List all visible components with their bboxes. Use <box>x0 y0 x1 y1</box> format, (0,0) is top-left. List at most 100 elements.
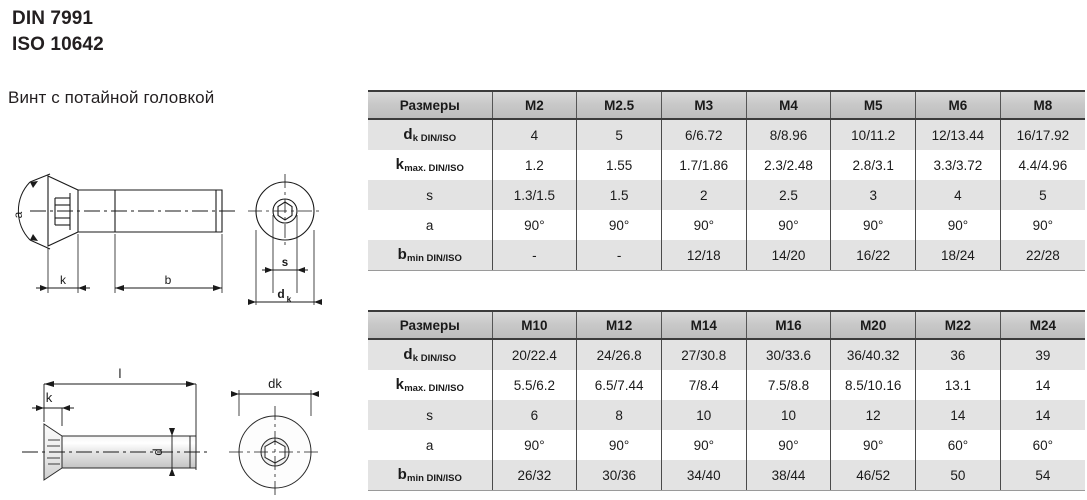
row-label-main: d <box>403 126 413 143</box>
header-cell-m4: M4 <box>745 90 831 120</box>
cell-value: 14 <box>999 370 1085 400</box>
screw-dimensioned-svg: l k <box>22 366 321 498</box>
row-label-main: b <box>397 466 407 483</box>
cell-value: 1.55 <box>576 150 662 180</box>
cell-value: 90° <box>576 430 662 460</box>
header-cell-m22: M22 <box>915 310 1001 340</box>
cell-value: 16/22 <box>830 240 916 271</box>
row-label-a: a <box>368 210 493 240</box>
row-label-main: d <box>403 346 413 363</box>
cell-value: 1.3/1.5 <box>491 180 577 210</box>
cell-value: 3 <box>830 180 916 210</box>
header-cell-m16: M16 <box>745 310 831 340</box>
row-label-main: b <box>397 246 407 263</box>
cell-value: 30/33.6 <box>745 339 831 370</box>
cell-value: 8.5/10.16 <box>830 370 916 400</box>
table-header-row: Размеры M10 M12 M14 M16 M20 M22 M24 <box>368 310 1085 340</box>
cell-value: 22/28 <box>999 240 1085 271</box>
header-cell-m2: M2 <box>491 90 577 120</box>
cell-value: 20/22.4 <box>491 339 577 370</box>
cell-value: 90° <box>830 210 916 240</box>
cell-value: 90° <box>745 210 831 240</box>
row-label-k: kmax. DIN/ISO <box>368 150 493 180</box>
header-cell-dimensions: Размеры <box>368 90 493 120</box>
cell-value: 90° <box>491 430 577 460</box>
cell-value: 26/32 <box>491 460 577 491</box>
row-label-main: k <box>395 156 405 173</box>
row-label-b: bmin DIN/ISO <box>368 460 493 491</box>
row-label-sub: max. DIN/ISO <box>404 163 464 174</box>
cell-value: 2.5 <box>745 180 831 210</box>
table-row-a: a 90° 90° 90° 90° 90° 60° 60° <box>368 430 1085 460</box>
table-row-k: kmax. DIN/ISO 5.5/6.2 6.5/7.44 7/8.4 7.5… <box>368 370 1085 400</box>
cell-value: - <box>576 240 662 271</box>
cell-value: 10 <box>745 400 831 430</box>
angle-arc <box>17 181 31 241</box>
title-block: DIN 7991 ISO 10642 <box>12 6 104 58</box>
product-caption: Винт с потайной головкой <box>8 88 215 107</box>
cell-value: - <box>491 240 577 271</box>
spec-table-small-sizes: Размеры M2 M2.5 M3 M4 M5 M6 M8 dk DIN/IS… <box>368 90 1085 271</box>
cell-value: 90° <box>999 210 1085 240</box>
table-row-s: s 6 8 10 10 12 14 14 <box>368 400 1085 430</box>
header-cell-m20: M20 <box>830 310 916 340</box>
table-row-s: s 1.3/1.5 1.5 2 2.5 3 4 5 <box>368 180 1085 210</box>
row-label-sub: k DIN/ISO <box>412 353 457 364</box>
cell-value: 38/44 <box>745 460 831 491</box>
cell-value: 14/20 <box>745 240 831 271</box>
table-row-b: bmin DIN/ISO - - 12/18 14/20 16/22 18/24… <box>368 240 1085 271</box>
cell-value: 1.2 <box>491 150 577 180</box>
cell-value: 90° <box>915 210 1001 240</box>
drawing-countersunk-screw-dimensioned: l k <box>0 352 345 500</box>
cell-value: 3.3/3.72 <box>915 150 1001 180</box>
table-row-a: a 90° 90° 90° 90° 90° 90° 90° <box>368 210 1085 240</box>
label-head-diameter-dk-bottom: dk <box>268 376 282 391</box>
table-header-row: Размеры M2 M2.5 M3 M4 M5 M6 M8 <box>368 90 1085 120</box>
cell-value: 24/26.8 <box>576 339 662 370</box>
header-cell-m8: M8 <box>999 90 1085 120</box>
angle-arrowheads <box>30 181 38 241</box>
cell-value: 16/17.92 <box>999 119 1085 150</box>
cell-value: 1.5 <box>576 180 662 210</box>
cell-value: 7.5/8.8 <box>745 370 831 400</box>
cell-value: 8 <box>576 400 662 430</box>
row-label-main: k <box>395 376 405 393</box>
spec-table-large-sizes: Размеры M10 M12 M14 M16 M20 M22 M24 dk D… <box>368 310 1085 491</box>
cell-value: 7/8.4 <box>660 370 747 400</box>
row-label-sub: min DIN/ISO <box>407 253 462 264</box>
cell-value: 60° <box>999 430 1085 460</box>
table-row-b: bmin DIN/ISO 26/32 30/36 34/40 38/44 46/… <box>368 460 1085 491</box>
header-cell-m6: M6 <box>915 90 1001 120</box>
row-label-sub: k DIN/ISO <box>412 133 457 144</box>
cell-value: 10/11.2 <box>830 119 916 150</box>
row-label-b: bmin DIN/ISO <box>368 240 493 271</box>
header-cell-m10: M10 <box>491 310 577 340</box>
header-cell-m24: M24 <box>999 310 1085 340</box>
cell-value: 12/13.44 <box>915 119 1001 150</box>
cell-value: 39 <box>999 339 1085 370</box>
row-label-dk: dk DIN/ISO <box>368 119 493 150</box>
row-label-main: s <box>426 187 434 203</box>
cell-value: 18/24 <box>915 240 1001 271</box>
label-angle-a: a <box>11 211 25 218</box>
cell-value: 10 <box>660 400 747 430</box>
label-head-height-k-bottom: k <box>46 390 53 405</box>
cell-value: 4 <box>491 119 577 150</box>
cell-value: 27/30.8 <box>660 339 747 370</box>
cell-value: 36/40.32 <box>830 339 916 370</box>
cell-value: 46/52 <box>830 460 916 491</box>
cell-value: 54 <box>999 460 1085 491</box>
row-label-s: s <box>368 180 493 210</box>
row-label-sub: min DIN/ISO <box>407 473 462 484</box>
cell-value: 90° <box>830 430 916 460</box>
row-label-main: a <box>425 437 434 453</box>
cell-value: 5 <box>999 180 1085 210</box>
label-thread-length-b: b <box>165 273 172 287</box>
screw-side-view-svg: a k b <box>11 173 322 305</box>
cell-value: 13.1 <box>915 370 1001 400</box>
cell-value: 30/36 <box>576 460 662 491</box>
label-socket-width-s: s <box>282 257 288 269</box>
standard-iso-title: ISO 10642 <box>12 34 104 55</box>
label-head-height-k: k <box>60 273 67 287</box>
cell-value: 90° <box>576 210 662 240</box>
